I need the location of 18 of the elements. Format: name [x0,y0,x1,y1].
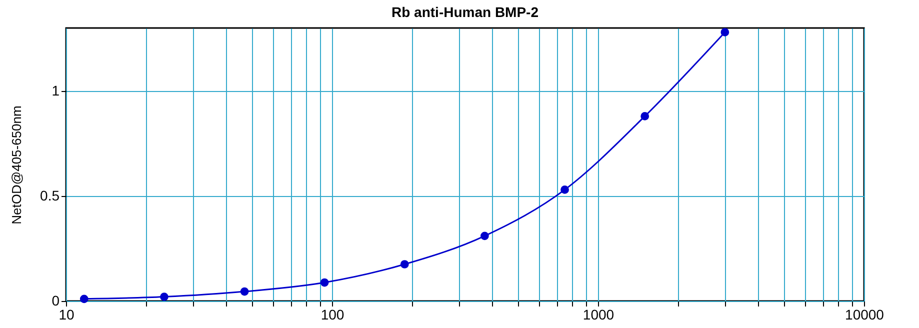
point [80,294,88,304]
chart-title: Rb anti-Human BMP-2 [392,4,539,20]
y-tick-label: 1 [52,82,60,98]
y-tick-label: 0 [52,292,60,308]
point [240,287,249,296]
y-axis-title: NetOD@405-650nm [9,106,24,224]
x-tick-label: 10 [58,306,74,322]
point [320,278,329,287]
point [400,260,409,268]
y-tick-label: 0.5 [40,188,60,204]
point [640,112,650,120]
x-tick-label: 1000 [582,306,614,322]
point [560,186,569,194]
point [720,28,730,36]
point [160,292,168,301]
x-tick-label: 100 [320,306,344,322]
x-tick-label: 10000 [845,306,884,322]
point [480,232,489,240]
